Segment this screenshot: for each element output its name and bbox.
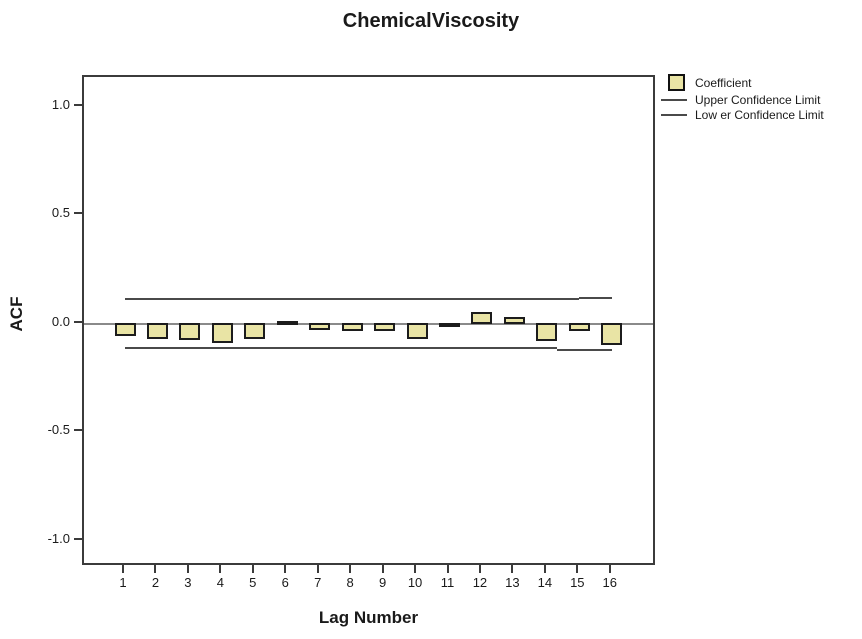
legend-item-upper-confidence: Upper Confidence Limit [661, 92, 824, 107]
x-tick-label: 16 [602, 575, 617, 590]
acf-bar-lag-4 [211, 322, 233, 343]
x-axis-title: Lag Number [318, 608, 419, 627]
x-tick-label: 1 [119, 575, 127, 590]
acf-bar-lag-1 [114, 322, 136, 336]
x-tick-mark [284, 565, 287, 573]
x-tick-label: 13 [505, 575, 520, 590]
x-tick-label: 4 [216, 575, 224, 590]
x-tick-label: 3 [184, 575, 192, 590]
legend-marker-cell [661, 98, 695, 101]
y-tick-mark [74, 429, 82, 431]
x-tick-mark [478, 565, 481, 573]
legend: Coefficient Upper Confidence Limit Low e… [661, 73, 824, 122]
x-tick-label: 15 [570, 575, 585, 590]
x-tick-mark [122, 565, 124, 573]
zero-reference-line [84, 322, 653, 325]
x-tick-mark [154, 565, 157, 573]
x-tick-label: 10 [407, 575, 423, 590]
x-tick-label: 12 [472, 575, 488, 590]
acf-bar-lag-8 [341, 322, 363, 331]
x-tick-mark [543, 565, 546, 573]
x-tick-mark [414, 565, 417, 573]
acf-bar-lag-3 [179, 322, 201, 340]
x-tick-mark [251, 565, 254, 573]
legend-marker-cell [661, 74, 695, 91]
chart-title: ChemicalViscosity [342, 10, 520, 32]
x-tick-mark [219, 565, 222, 573]
x-tick-label: 9 [378, 575, 387, 590]
legend-label-lower-confidence: Low er Confidence Limit [695, 107, 824, 122]
lower-confidence-line [556, 348, 612, 351]
x-tick-mark [349, 565, 352, 573]
y-tick-mark [74, 320, 82, 323]
acf-bar-lag-7 [309, 322, 331, 331]
y-tick-label: -0.5 [47, 422, 70, 437]
x-tick-mark [576, 565, 579, 573]
x-tick-mark [511, 565, 514, 573]
acf-bar-lag-5 [244, 322, 266, 339]
x-tick-mark [446, 565, 449, 573]
acf-bar-lag-12 [471, 312, 493, 325]
acf-bar-lag-16 [601, 322, 623, 346]
x-tick-label: 6 [281, 575, 289, 590]
acf-bar-lag-10 [406, 322, 428, 340]
y-tick-label: 1.0 [51, 96, 70, 112]
x-tick-label: 8 [346, 575, 354, 590]
upper-confidence-line [125, 298, 580, 301]
acf-bar-lag-11 [439, 322, 460, 328]
acf-bar-lag-9 [374, 322, 396, 332]
lower-confidence-line-icon [661, 113, 687, 116]
legend-label-coefficient: Coefficient [695, 75, 752, 90]
acf-bar-lag-2 [146, 322, 168, 339]
acf-bar-lag-15 [568, 322, 590, 331]
acf-bar-lag-6 [276, 320, 298, 325]
acf-bar-lag-13 [503, 317, 525, 325]
x-tick-label: 5 [249, 575, 257, 590]
legend-label-upper-confidence: Upper Confidence Limit [695, 92, 821, 107]
y-tick-label: 0.0 [51, 313, 70, 329]
upper-confidence-line-icon [661, 98, 687, 101]
lower-confidence-line [287, 347, 557, 350]
y-tick-mark [74, 537, 82, 540]
lower-confidence-line [125, 346, 288, 349]
y-tick-mark [74, 103, 82, 106]
y-tick-label: -1.0 [47, 530, 70, 546]
x-tick-label: 7 [314, 575, 322, 590]
x-tick-mark [381, 565, 384, 573]
x-tick-mark [186, 565, 189, 573]
x-tick-mark [316, 565, 319, 573]
upper-confidence-line [579, 296, 612, 299]
x-tick-label: 2 [151, 575, 160, 590]
legend-item-coefficient: Coefficient [661, 73, 824, 92]
legend-marker-cell [661, 113, 695, 116]
legend-item-lower-confidence: Low er Confidence Limit [661, 107, 824, 122]
acf-bar-lag-14 [536, 322, 558, 342]
y-tick-mark [74, 212, 82, 214]
plot-area [82, 75, 655, 565]
y-tick-label: 0.5 [51, 205, 70, 220]
x-tick-label: 11 [440, 575, 455, 590]
coefficient-swatch-icon [668, 74, 685, 91]
x-tick-mark [608, 565, 611, 573]
x-tick-label: 14 [537, 575, 553, 590]
